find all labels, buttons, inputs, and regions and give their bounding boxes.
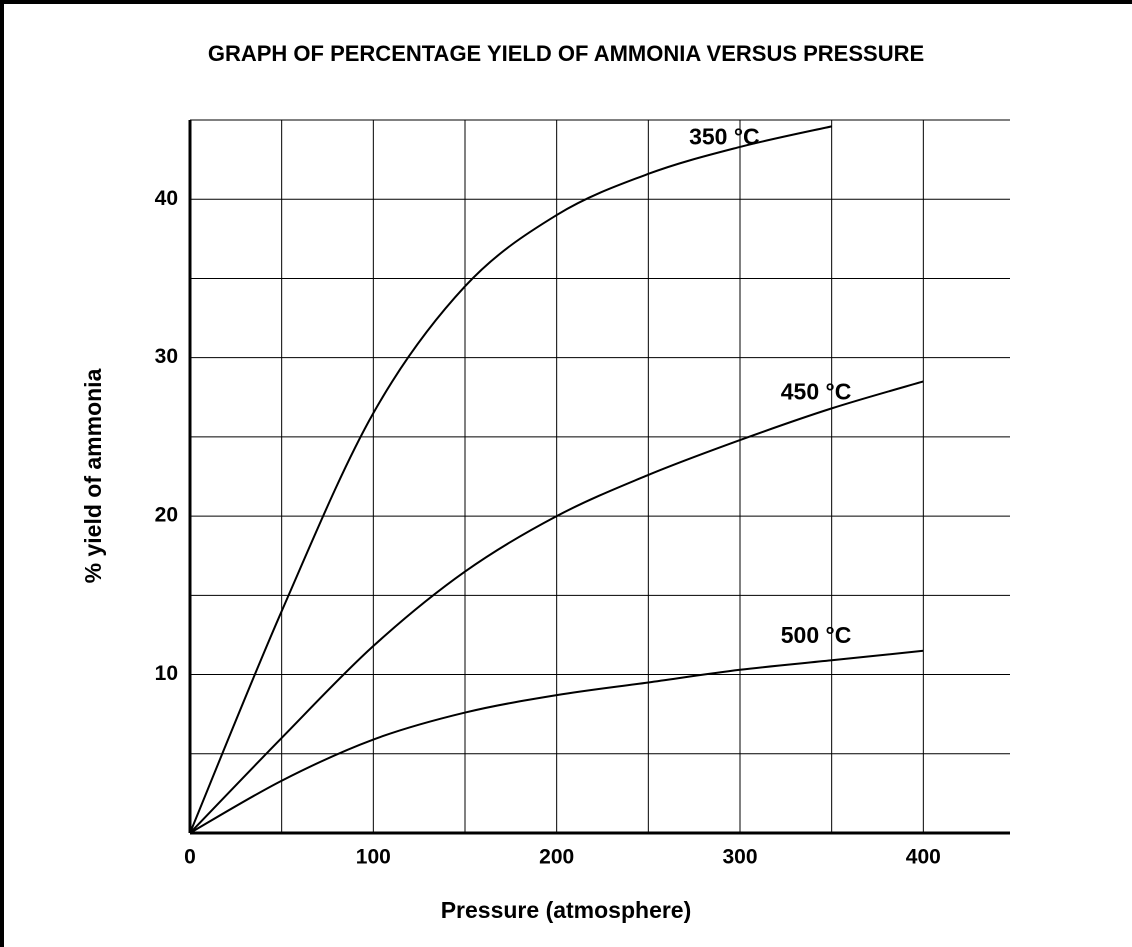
x-tick-label: 200 <box>539 846 574 869</box>
y-tick-label: 10 <box>155 662 178 685</box>
x-tick-label: 0 <box>184 846 196 869</box>
line <box>189 125 832 834</box>
series-label: 350 °C <box>689 123 760 149</box>
chart-title: GRAPH OF PERCENTAGE YIELD OF AMMONIA VER… <box>208 41 924 66</box>
y-tick-label: 20 <box>155 504 178 527</box>
line <box>189 380 924 834</box>
x-tick-label: 100 <box>356 846 391 869</box>
y-axis-label: % yield of ammonia <box>80 368 106 583</box>
series-label: 450 °C <box>781 379 852 405</box>
line <box>189 649 924 834</box>
x-axis-label: Pressure (atmosphere) <box>441 897 692 923</box>
y-tick-label: 40 <box>155 187 178 210</box>
x-tick-label: 300 <box>722 846 757 869</box>
series-label: 500 °C <box>781 622 852 648</box>
y-tick-label: 30 <box>155 345 178 368</box>
x-tick-label: 400 <box>906 846 941 869</box>
